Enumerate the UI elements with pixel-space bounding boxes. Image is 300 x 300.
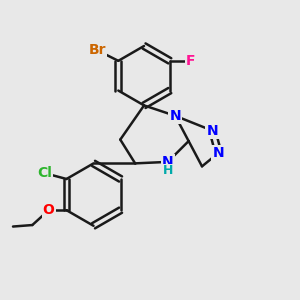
Text: O: O [43,203,55,217]
Text: F: F [186,54,195,68]
Text: N: N [212,146,224,160]
Text: N: N [207,124,218,138]
Text: N: N [162,155,174,169]
Text: H: H [163,164,174,177]
Text: Br: Br [89,44,106,57]
Text: N: N [169,109,181,123]
Text: Cl: Cl [37,166,52,180]
